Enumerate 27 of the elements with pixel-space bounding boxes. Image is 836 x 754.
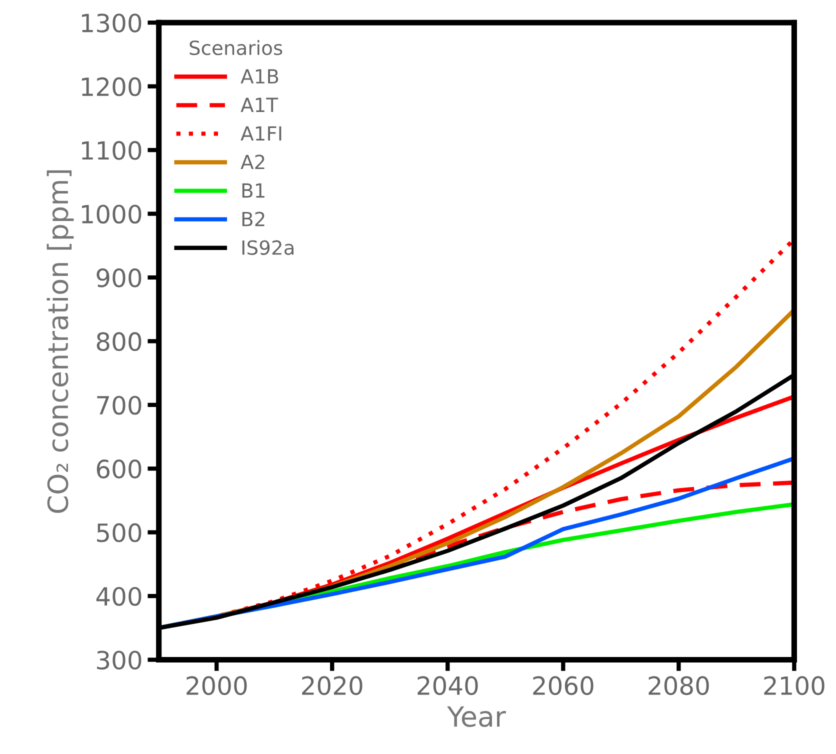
y-tick-label: 900: [96, 268, 142, 288]
legend-label: A1B: [240, 69, 278, 84]
x-tick-label: 2060: [533, 676, 594, 696]
x-tick-label: 2100: [764, 676, 824, 696]
legend-label: B1: [242, 183, 264, 198]
y-tick-label: 400: [96, 586, 142, 606]
y-tick-label: 300: [97, 650, 142, 670]
y-tick-label: 1300: [82, 14, 142, 32]
x-tick-label: 2040: [418, 676, 478, 696]
legend-title: Scenarios: [190, 40, 282, 56]
y-tick-label: 600: [96, 460, 142, 478]
legend-label: B2: [242, 212, 264, 226]
y-tick-label: 1200: [82, 77, 142, 96]
legend-label: A2: [240, 154, 264, 170]
legend-label: A1FI: [240, 126, 282, 141]
legend-label: IS92a: [242, 240, 294, 255]
y-tick-label: 1000: [82, 204, 142, 224]
y-tick-label: 800: [96, 332, 142, 352]
y-tick-label: 1100: [82, 140, 142, 160]
y-tick-label: 700: [97, 396, 142, 415]
legend-label: A1T: [240, 98, 278, 112]
y-tick-label: 500: [97, 523, 142, 542]
x-tick-label: 2080: [648, 676, 709, 696]
x-axis-title: Year: [447, 706, 506, 727]
y-axis-title: CO₂ concentration [ppm]: [46, 170, 74, 513]
x-tick-label: 2000: [186, 676, 247, 696]
x-tick-label: 2020: [302, 676, 362, 696]
